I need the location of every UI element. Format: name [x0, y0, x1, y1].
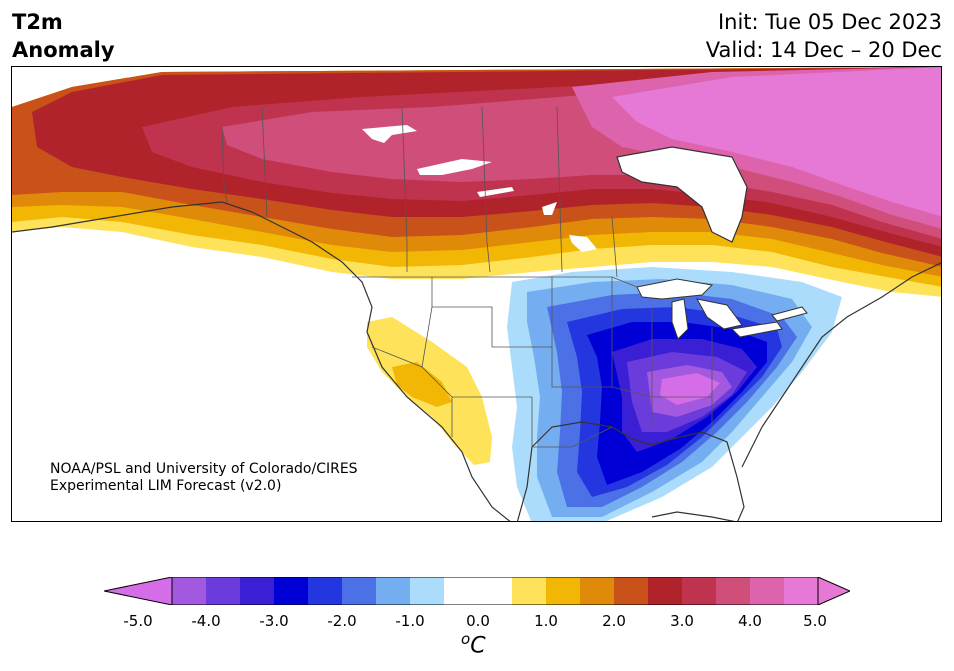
coastlines — [12, 201, 941, 521]
map-svg — [12, 67, 941, 521]
init-date: Init: Tue 05 Dec 2023 — [717, 10, 942, 34]
southwest-warm-region — [367, 317, 492, 465]
colorbar-band — [614, 577, 648, 605]
colorbar-band — [784, 577, 818, 605]
title-dates: Init: Tue 05 Dec 2023 Valid: 14 Dec – 20… — [706, 8, 942, 64]
colorbar-tick-label: -5.0 — [123, 612, 153, 630]
colorbar — [104, 577, 850, 605]
colorbar-extend-max — [817, 577, 850, 605]
credit-line1: NOAA/PSL and University of Colorado/CIRE… — [50, 461, 358, 477]
colorbar-tick-label: 5.0 — [803, 612, 827, 630]
credit-text: NOAA/PSL and University of Colorado/CIRE… — [50, 461, 358, 495]
title-variable: T2m Anomaly — [12, 8, 115, 64]
colorbar-outline — [171, 577, 819, 605]
colorbar-ticks: -5.0 -4.0 -3.0 -2.0 -1.0 0.0 1.0 2.0 3.0… — [0, 612, 954, 632]
colorbar-band — [716, 577, 750, 605]
colorbar-tick-label: 0.0 — [466, 612, 490, 630]
colorbar-band — [512, 577, 546, 605]
colorbar-band — [206, 577, 240, 605]
colorbar-band — [580, 577, 614, 605]
colorbar-tick-label: 4.0 — [738, 612, 762, 630]
colorbar-tick-label: 2.0 — [602, 612, 626, 630]
colorbar-tick-label: -4.0 — [191, 612, 221, 630]
colorbar-band — [240, 577, 274, 605]
colorbar-band — [274, 577, 308, 605]
colorbar-tick-label: -3.0 — [259, 612, 289, 630]
political-borders — [221, 106, 713, 448]
credit-line2: Experimental LIM Forecast (v2.0) — [50, 478, 282, 494]
colorbar-band — [376, 577, 410, 605]
colorbar-band — [308, 577, 342, 605]
valid-dates: Valid: 14 Dec – 20 Dec — [705, 38, 942, 62]
colorbar-band — [750, 577, 784, 605]
warm-anomaly-region — [12, 67, 941, 297]
colorbar-tick-label: -1.0 — [395, 612, 425, 630]
colorbar-band — [648, 577, 682, 605]
colorbar-extend-min — [104, 577, 173, 605]
colorbar-band — [682, 577, 716, 605]
colorbar-band — [172, 577, 206, 605]
hudson-bay — [616, 146, 748, 243]
units-degree: o — [461, 630, 471, 648]
anomaly-map: NOAA/PSL and University of Colorado/CIRE… — [11, 66, 942, 522]
colorbar-tick-label: 3.0 — [670, 612, 694, 630]
canadian-lakes — [362, 125, 597, 252]
units-label: oC — [461, 630, 486, 658]
colorbar-band — [546, 577, 580, 605]
colorbar-band — [342, 577, 376, 605]
title-line1: T2m — [12, 10, 63, 34]
colorbar-band — [444, 577, 512, 605]
colorbar-tick-label: -2.0 — [327, 612, 357, 630]
colorbar-band — [410, 577, 444, 605]
units-base: C — [470, 633, 486, 659]
great-lakes — [636, 278, 808, 340]
title-line2: Anomaly — [12, 38, 115, 62]
colorbar-tick-label: 1.0 — [534, 612, 558, 630]
